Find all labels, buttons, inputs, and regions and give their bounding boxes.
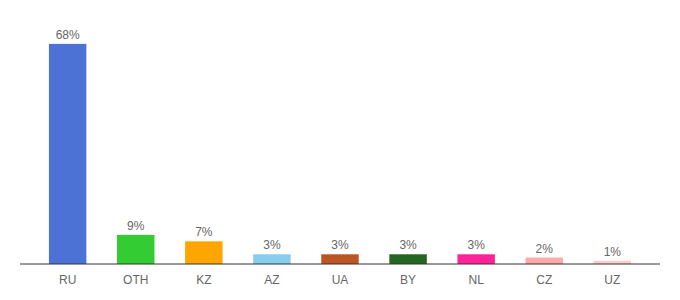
data-label: 3% xyxy=(263,238,281,252)
data-labels: 68% 9% 7% 3% 3% 3% 3% 2% 1% xyxy=(56,28,622,259)
x-tick-label: AZ xyxy=(264,273,279,287)
data-label: 3% xyxy=(467,238,485,252)
data-label: 3% xyxy=(399,238,417,252)
chart-container: 68% 9% 7% 3% 3% 3% 3% 2% 1% RU OTH KZ AZ UA BY NL CZ UZ xyxy=(0,0,680,300)
bar xyxy=(185,241,222,264)
data-label: 1% xyxy=(604,245,622,259)
x-tick-label: UZ xyxy=(604,273,620,287)
data-label: 7% xyxy=(195,225,213,239)
bars xyxy=(49,44,631,264)
data-label: 9% xyxy=(127,219,145,233)
bar xyxy=(117,235,154,264)
bar xyxy=(49,44,86,264)
data-label: 68% xyxy=(56,28,80,42)
bar xyxy=(526,258,563,264)
bar xyxy=(321,254,358,264)
x-axis-line xyxy=(20,264,660,265)
x-tick-label: UA xyxy=(332,273,349,287)
bar xyxy=(457,254,494,264)
x-tick-label: CZ xyxy=(536,273,552,287)
data-label: 2% xyxy=(536,242,554,256)
x-tick-label: BY xyxy=(400,273,416,287)
background xyxy=(0,0,680,300)
x-tick-label: OTH xyxy=(123,273,148,287)
x-tick-labels: RU OTH KZ AZ UA BY NL CZ UZ xyxy=(59,273,620,287)
x-tick-label: KZ xyxy=(196,273,211,287)
data-label: 3% xyxy=(331,238,349,252)
chart: 68% 9% 7% 3% 3% 3% 3% 2% 1% RU OTH KZ AZ UA BY NL CZ UZ xyxy=(0,0,680,300)
bar xyxy=(389,254,426,264)
x-tick-label: NL xyxy=(468,273,484,287)
x-tick-label: RU xyxy=(59,273,76,287)
bar xyxy=(253,254,290,264)
